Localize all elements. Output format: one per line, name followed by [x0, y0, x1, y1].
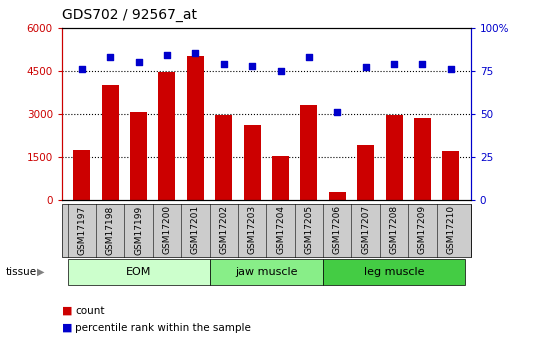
- Text: ■: ■: [62, 306, 73, 315]
- Bar: [300, 105, 317, 200]
- Bar: [357, 146, 374, 200]
- Point: [134, 59, 143, 65]
- Point: [77, 66, 86, 72]
- Text: percentile rank within the sample: percentile rank within the sample: [75, 323, 251, 333]
- Point: [418, 61, 427, 67]
- Point: [362, 65, 370, 70]
- Bar: [272, 156, 289, 200]
- Bar: [386, 115, 402, 200]
- Point: [390, 61, 398, 67]
- Point: [447, 66, 455, 72]
- Point: [106, 54, 115, 60]
- Text: GSM17201: GSM17201: [191, 205, 200, 254]
- Bar: [329, 192, 346, 200]
- Text: leg muscle: leg muscle: [364, 267, 424, 277]
- Text: GSM17205: GSM17205: [305, 205, 314, 254]
- Text: GSM17210: GSM17210: [447, 205, 455, 254]
- Bar: [215, 115, 232, 200]
- Point: [162, 52, 171, 58]
- Text: GSM17206: GSM17206: [333, 205, 342, 254]
- Point: [191, 51, 200, 56]
- Text: EOM: EOM: [126, 267, 151, 277]
- Text: GDS702 / 92567_at: GDS702 / 92567_at: [62, 8, 197, 22]
- Text: GSM17198: GSM17198: [105, 205, 115, 255]
- Point: [276, 68, 285, 73]
- Text: GSM17197: GSM17197: [77, 205, 86, 255]
- Text: GSM17204: GSM17204: [276, 205, 285, 254]
- Text: GSM17209: GSM17209: [418, 205, 427, 254]
- Text: GSM17200: GSM17200: [162, 205, 172, 254]
- Bar: [130, 112, 147, 200]
- Point: [220, 61, 228, 67]
- Text: tissue: tissue: [5, 267, 37, 277]
- Text: GSM17199: GSM17199: [134, 205, 143, 255]
- Bar: [414, 118, 431, 200]
- Text: ▶: ▶: [37, 267, 44, 277]
- Text: GSM17207: GSM17207: [361, 205, 370, 254]
- Text: jaw muscle: jaw muscle: [235, 267, 298, 277]
- Bar: [244, 125, 260, 200]
- Bar: [102, 85, 119, 200]
- Text: count: count: [75, 306, 105, 315]
- Point: [305, 54, 313, 60]
- Bar: [158, 72, 175, 200]
- Text: GSM17208: GSM17208: [390, 205, 399, 254]
- Text: GSM17203: GSM17203: [247, 205, 257, 254]
- Text: ■: ■: [62, 323, 73, 333]
- Text: GSM17202: GSM17202: [219, 205, 228, 254]
- Bar: [442, 151, 459, 200]
- Point: [248, 63, 257, 68]
- Bar: [187, 56, 204, 200]
- Point: [333, 109, 342, 115]
- Bar: [73, 150, 90, 200]
